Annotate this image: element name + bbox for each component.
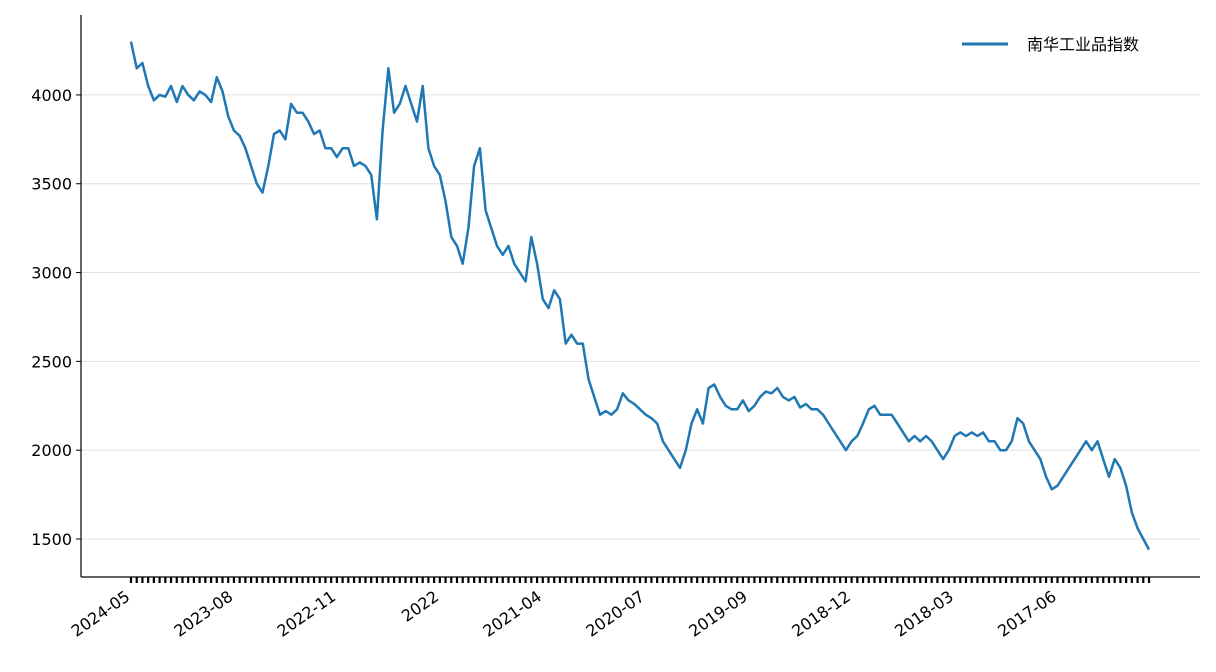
x-tick-label: 2019-09 [685,587,751,641]
legend-label: 南华工业品指数 [1027,35,1139,54]
x-tick-label: 2021-04 [479,587,545,641]
x-tick-label: 2022-11 [274,587,340,641]
x-tick-label: 2018-12 [788,587,854,641]
y-tick-label: 2000 [31,441,72,460]
x-tick-label: 2017-06 [994,587,1060,641]
y-tick-label: 4000 [31,86,72,105]
series-line [129,41,1151,551]
x-tick-label: 2020-07 [582,587,648,641]
y-tick-label: 3500 [31,175,72,194]
x-tick-label: 2022 [398,587,442,626]
y-tick-label: 1500 [31,530,72,549]
y-tick-label: 2500 [31,352,72,371]
y-tick-label: 3000 [31,264,72,283]
x-tick-label: 2024-05 [68,587,134,641]
x-tick-label: 2023-08 [171,587,237,641]
x-tick-label: 2018-03 [891,587,957,641]
